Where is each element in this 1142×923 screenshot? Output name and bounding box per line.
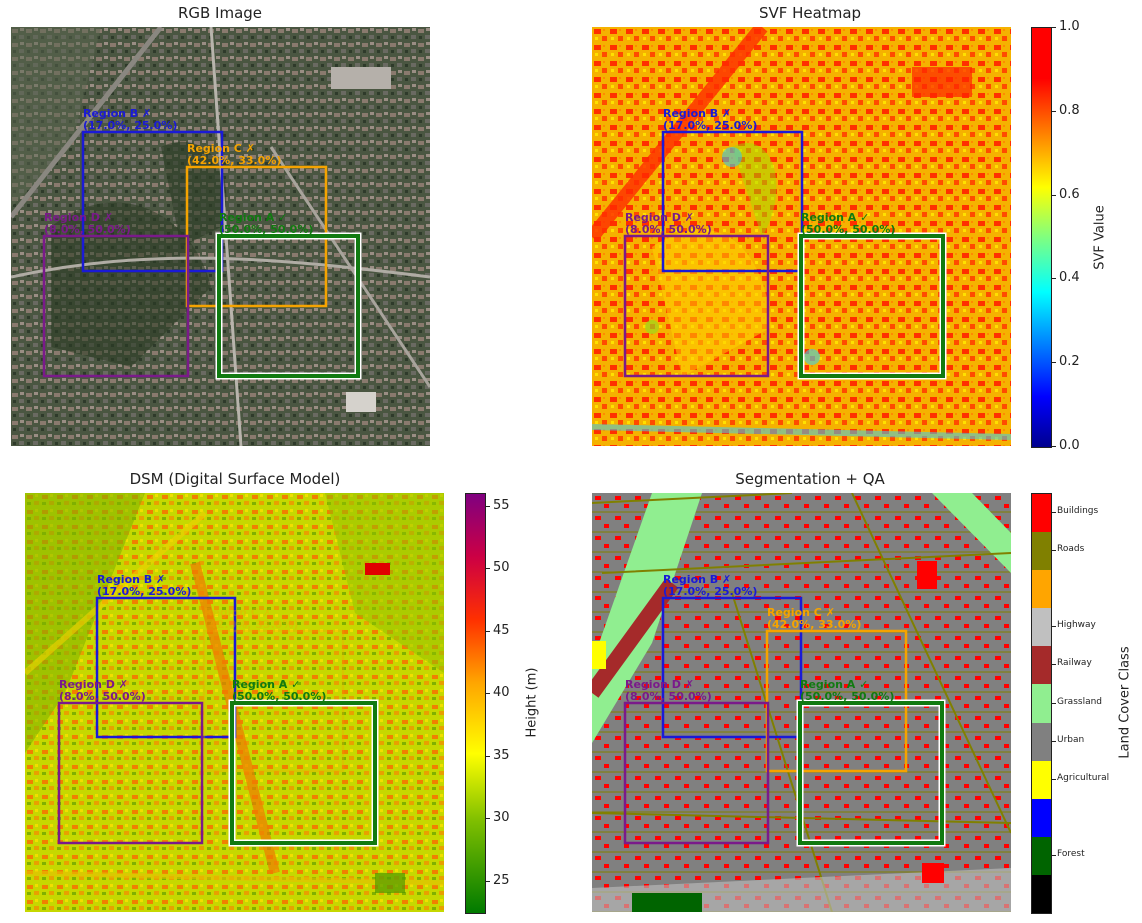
seg-colorbar-label: Land Cover Class [1117,646,1133,759]
seg-class-swatch [1032,646,1051,685]
seg-class-swatch [1032,608,1051,647]
svf-ticks-label: 0.6 [1059,186,1080,202]
seg-class-label: Grassland [1057,696,1102,707]
dsm-ticks-label: 40 [493,685,510,701]
seg-class-mark [1052,664,1056,666]
dsm-ticks-mark [486,880,490,882]
dsm-ticks-mark [486,755,490,757]
svf-ticks-mark [1052,27,1056,28]
rgb-title: RGB Image [177,4,263,22]
rgb-image [11,27,430,446]
dsm-ticks-mark [486,568,490,570]
seg-class-label: Forest [1057,848,1085,859]
seg-class-mark [1052,740,1056,742]
seg-class-label: Buildings [1057,506,1099,517]
seg-class-swatch [1032,684,1051,724]
svf-ticks-label: 0.8 [1059,102,1080,118]
seg-class-mark [1052,854,1056,856]
svf-title: SVF Heatmap [758,4,862,22]
seg-class-mark [1052,778,1056,780]
seg-class-mark [1052,512,1056,514]
svf-ticks-label: 0.2 [1059,354,1080,370]
dsm-ticks-label: 50 [493,560,510,576]
seg-class-swatch [1032,836,1051,876]
dsm-ticks-mark [486,818,490,820]
seg-class-swatch [1032,532,1051,571]
seg-class-label: Highway [1057,620,1096,631]
dsm-colorbar [465,493,486,914]
seg-class-swatch [1032,760,1051,800]
svf-ticks-label: 0.4 [1059,270,1080,286]
dsm-ticks-label: 30 [493,810,510,826]
seg-class-label: Agricultural [1057,772,1110,783]
svf-ticks-mark [1052,362,1056,364]
dsm-ticks-mark [486,693,490,695]
svf-colorbar-label: SVF Value [1092,205,1108,270]
seg-colorbar [1031,493,1052,914]
dsm-ticks-mark [486,630,490,632]
svf-ticks-mark [1052,278,1056,280]
seg-class-mark [1052,550,1056,552]
svf-ticks-mark [1052,194,1056,196]
seg-class-label: Roads [1057,544,1085,555]
seg-class-swatch [1032,874,1051,914]
dsm-map [25,493,444,912]
dsm-ticks-label: 55 [493,497,510,513]
seg-class-mark [1052,626,1056,628]
svf-ticks-mark [1052,446,1056,447]
dsm-title: DSM (Digital Surface Model) [129,470,341,488]
dsm-colorbar-label: Height (m) [524,667,540,738]
seg-class-label: Railway [1057,658,1092,669]
dsm-ticks-label: 45 [493,622,510,638]
dsm-ticks-mark [486,505,490,507]
svf-ticks-mark [1052,110,1056,112]
dsm-ticks-label: 25 [493,872,510,888]
svf-ticks-label: 0.0 [1059,438,1080,453]
seg-class-swatch [1032,722,1051,762]
seg-class-mark [1052,702,1056,704]
seg-title: Segmentation + QA [735,470,885,488]
svf-ticks-label: 1.0 [1059,19,1080,34]
svf-heatmap [592,27,1011,446]
seg-class-swatch [1032,798,1051,838]
seg-class-label: Urban [1057,734,1085,745]
segmentation-map [592,493,1011,912]
svf-colorbar [1031,27,1052,448]
seg-class-swatch [1032,570,1051,609]
seg-class-swatch [1032,494,1051,533]
dsm-ticks-label: 35 [493,747,510,763]
